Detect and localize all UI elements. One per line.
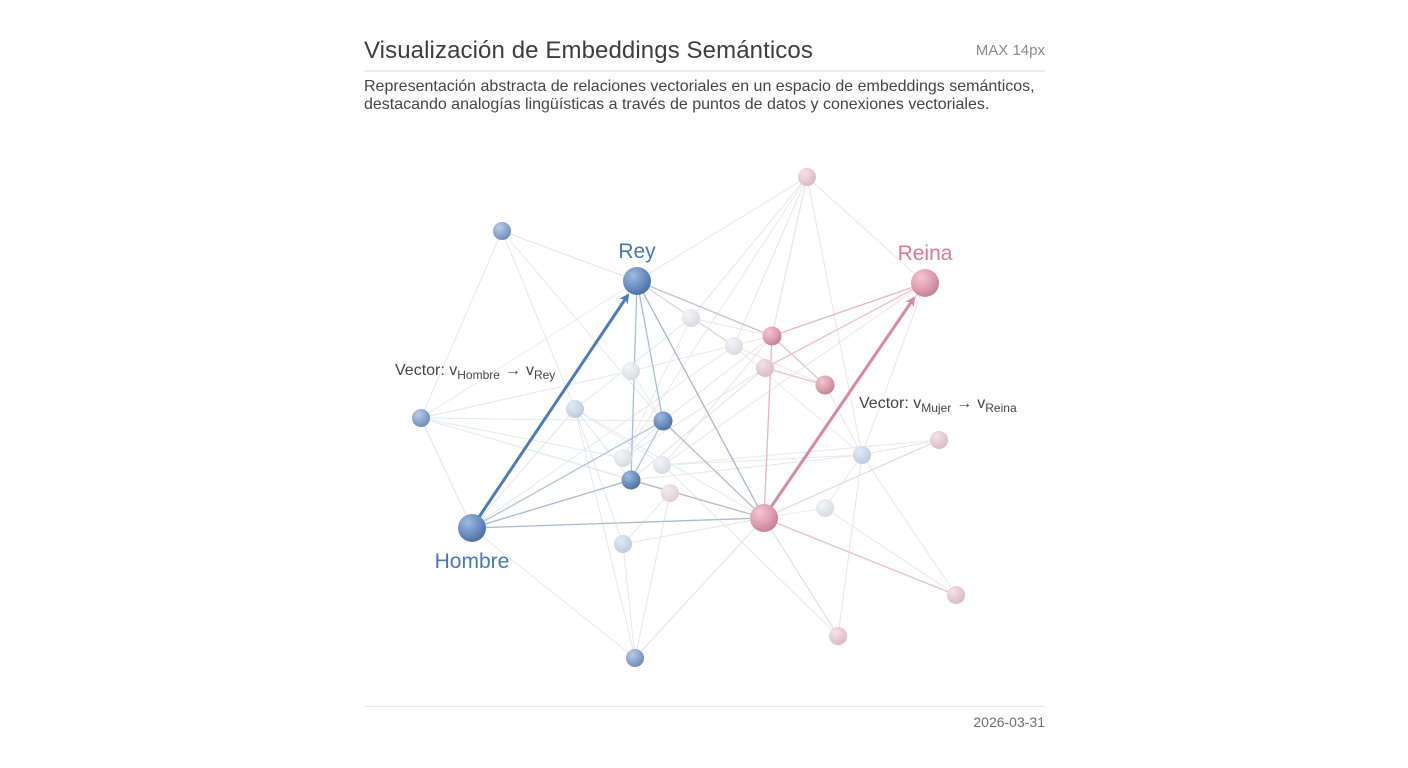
node — [930, 431, 948, 449]
node — [614, 535, 632, 553]
footer-date: 2026-03-31 — [973, 714, 1045, 730]
label-rey: Rey — [618, 240, 656, 263]
node — [947, 586, 965, 604]
node-reina — [911, 269, 939, 297]
vector-annotation-hombre-rey: Vector: vHombre → vRey — [395, 362, 555, 382]
node — [756, 359, 774, 377]
page-title: Visualización de Embeddings Semánticos — [364, 37, 813, 64]
node — [661, 484, 679, 502]
node — [566, 400, 584, 418]
faint-edges — [420, 176, 957, 659]
visualization-card: Visualización de Embeddings Semánticos M… — [364, 0, 1045, 768]
footer-divider — [364, 706, 1045, 707]
node — [815, 375, 835, 395]
nodes — [412, 168, 965, 667]
description: Representación abstracta de relaciones v… — [364, 78, 1035, 113]
node-mujer — [750, 504, 778, 532]
label-hombre: Hombre — [435, 550, 510, 573]
node — [653, 456, 671, 474]
node — [798, 168, 816, 186]
node-hombre — [458, 514, 486, 542]
node — [762, 326, 782, 346]
node — [412, 409, 430, 427]
node — [626, 649, 644, 667]
vector-arrow-hombre-rey — [477, 293, 630, 518]
node — [622, 362, 640, 380]
node — [816, 499, 834, 517]
size-badge: MAX 14px — [975, 42, 1045, 59]
node — [614, 449, 632, 467]
node — [725, 337, 743, 355]
header: Visualización de Embeddings Semánticos M… — [364, 34, 1045, 72]
node — [653, 411, 673, 431]
node — [621, 470, 641, 490]
vector-arrow-mujer-reina — [769, 296, 916, 508]
node — [853, 446, 871, 464]
node — [682, 309, 700, 327]
label-reina: Reina — [898, 242, 953, 265]
node — [493, 222, 511, 240]
node — [829, 627, 847, 645]
node-rey — [623, 267, 651, 295]
strong-edges — [471, 280, 957, 596]
vector-annotation-mujer-reina: Vector: vMujer → vReina — [859, 395, 1017, 415]
